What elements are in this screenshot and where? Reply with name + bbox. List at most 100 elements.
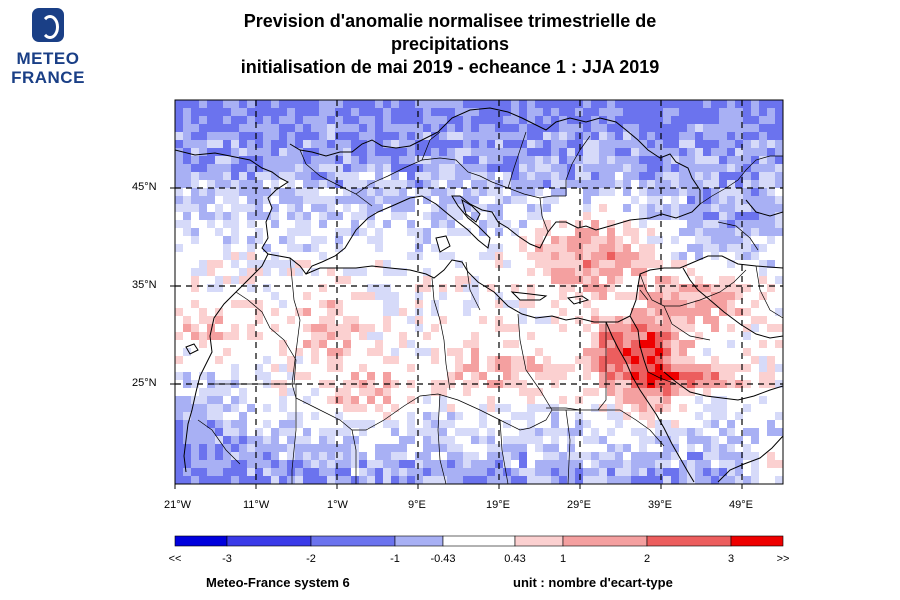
anomaly-cell	[567, 108, 575, 116]
anomaly-cell	[583, 364, 591, 372]
anomaly-cell	[279, 404, 287, 412]
anomaly-cell	[735, 108, 743, 116]
anomaly-cell	[415, 140, 423, 148]
anomaly-cell	[639, 436, 647, 444]
anomaly-cell	[543, 316, 551, 324]
anomaly-cell	[487, 396, 495, 404]
anomaly-cell	[343, 324, 351, 332]
anomaly-cell	[415, 468, 423, 476]
anomaly-cell	[671, 436, 679, 444]
anomaly-cell	[599, 164, 607, 172]
anomaly-cell	[455, 348, 463, 356]
anomaly-cell	[375, 476, 383, 484]
anomaly-cell	[615, 140, 623, 148]
anomaly-cell	[175, 100, 183, 108]
anomaly-cell	[671, 164, 679, 172]
anomaly-cell	[215, 228, 223, 236]
anomaly-cell	[367, 396, 375, 404]
anomaly-cell	[247, 100, 255, 108]
anomaly-cell	[695, 460, 703, 468]
anomaly-cell	[311, 148, 319, 156]
anomaly-cell	[271, 164, 279, 172]
anomaly-cell	[567, 268, 575, 276]
anomaly-cell	[663, 156, 671, 164]
anomaly-cell	[415, 100, 423, 108]
anomaly-cell	[615, 388, 623, 396]
anomaly-cell	[375, 340, 383, 348]
anomaly-cell	[687, 436, 695, 444]
anomaly-cell	[647, 116, 655, 124]
anomaly-cell	[359, 452, 367, 460]
anomaly-cell	[255, 196, 263, 204]
anomaly-cell	[455, 108, 463, 116]
anomaly-cell	[311, 116, 319, 124]
anomaly-cell	[335, 444, 343, 452]
anomaly-cell	[175, 108, 183, 116]
anomaly-cell	[535, 476, 543, 484]
anomaly-cell	[311, 476, 319, 484]
anomaly-cell	[663, 100, 671, 108]
anomaly-cell	[607, 452, 615, 460]
anomaly-cell	[575, 452, 583, 460]
anomaly-cell	[383, 260, 391, 268]
anomaly-cell	[751, 108, 759, 116]
anomaly-cell	[383, 388, 391, 396]
anomaly-cell	[639, 476, 647, 484]
anomaly-cell	[311, 348, 319, 356]
anomaly-cell	[535, 428, 543, 436]
anomaly-cell	[503, 164, 511, 172]
anomaly-cell	[447, 124, 455, 132]
anomaly-cell	[391, 116, 399, 124]
anomaly-cell	[575, 260, 583, 268]
anomaly-cell	[719, 404, 727, 412]
anomaly-cell	[415, 188, 423, 196]
anomaly-cell	[351, 124, 359, 132]
anomaly-cell	[655, 420, 663, 428]
anomaly-cell	[279, 444, 287, 452]
anomaly-cell	[407, 476, 415, 484]
anomaly-cell	[295, 164, 303, 172]
anomaly-cell	[391, 196, 399, 204]
anomaly-cell	[455, 140, 463, 148]
anomaly-cell	[447, 444, 455, 452]
anomaly-cell	[295, 372, 303, 380]
anomaly-cell	[671, 116, 679, 124]
anomaly-cell	[199, 452, 207, 460]
anomaly-cell	[711, 116, 719, 124]
colorbar-label: -1	[390, 553, 400, 565]
anomaly-cell	[247, 268, 255, 276]
anomaly-cell	[583, 284, 591, 292]
anomaly-cell	[247, 172, 255, 180]
anomaly-cell	[423, 476, 431, 484]
anomaly-cell	[695, 284, 703, 292]
anomaly-cell	[527, 204, 535, 212]
anomaly-cell	[487, 148, 495, 156]
anomaly-cell	[655, 180, 663, 188]
anomaly-cell	[551, 140, 559, 148]
anomaly-cell	[535, 460, 543, 468]
anomaly-cell	[407, 460, 415, 468]
anomaly-cell	[631, 260, 639, 268]
anomaly-cell	[223, 124, 231, 132]
anomaly-cell	[687, 452, 695, 460]
anomaly-cell	[231, 476, 239, 484]
anomaly-cell	[551, 300, 559, 308]
anomaly-cell	[399, 124, 407, 132]
anomaly-cell	[399, 116, 407, 124]
anomaly-cell	[471, 284, 479, 292]
anomaly-cell	[271, 124, 279, 132]
anomaly-cell	[495, 116, 503, 124]
anomaly-cell	[319, 428, 327, 436]
anomaly-cell	[359, 324, 367, 332]
anomaly-cell	[247, 188, 255, 196]
anomaly-cell	[439, 156, 447, 164]
anomaly-cell	[407, 164, 415, 172]
anomaly-cell	[447, 220, 455, 228]
anomaly-cell	[439, 212, 447, 220]
anomaly-cell	[727, 260, 735, 268]
anomaly-cell	[767, 372, 775, 380]
anomaly-cell	[175, 452, 183, 460]
anomaly-cell	[455, 124, 463, 132]
anomaly-cell	[207, 388, 215, 396]
anomaly-cell	[399, 452, 407, 460]
